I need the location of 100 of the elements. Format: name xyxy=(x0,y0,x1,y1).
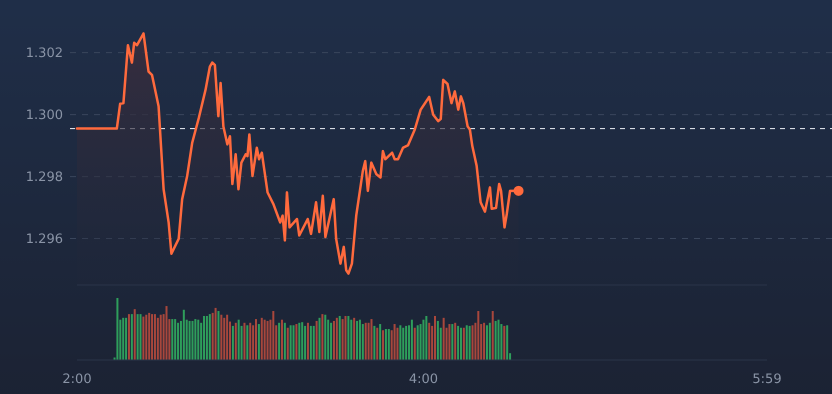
bar xyxy=(356,320,358,360)
bar xyxy=(154,314,156,360)
bar xyxy=(284,322,286,360)
bar xyxy=(177,322,180,360)
bar xyxy=(338,316,341,360)
bar xyxy=(410,320,413,360)
bar xyxy=(506,325,508,360)
bar xyxy=(140,314,142,360)
bar xyxy=(330,322,332,360)
bar xyxy=(151,314,154,360)
bar xyxy=(128,314,130,360)
bar xyxy=(384,329,387,360)
bar xyxy=(457,326,460,360)
bar xyxy=(382,330,384,360)
bar xyxy=(122,318,124,360)
bar xyxy=(402,328,404,360)
bar xyxy=(460,328,462,360)
bar xyxy=(350,320,352,360)
bar xyxy=(353,318,356,360)
bar xyxy=(368,322,370,360)
bar xyxy=(134,309,136,360)
bar xyxy=(272,311,274,360)
bar xyxy=(136,314,139,360)
bar xyxy=(414,328,416,360)
bar xyxy=(171,319,174,360)
bar xyxy=(243,322,246,360)
bar xyxy=(306,322,309,360)
bar xyxy=(422,320,424,360)
bar xyxy=(373,326,376,360)
bar xyxy=(304,326,306,360)
bar xyxy=(116,298,118,360)
bar xyxy=(324,314,326,360)
bar xyxy=(425,316,428,360)
bar xyxy=(188,320,191,360)
bar xyxy=(347,316,350,360)
bar xyxy=(160,314,162,360)
bar xyxy=(194,319,196,360)
bar xyxy=(298,322,300,360)
x-tick-label: 5:59 xyxy=(752,372,782,387)
bar xyxy=(191,320,194,360)
bar xyxy=(466,325,468,360)
y-tick-label: 1.302 xyxy=(26,46,63,62)
bar xyxy=(174,319,176,360)
bar xyxy=(486,325,488,360)
bar xyxy=(451,324,454,360)
bar xyxy=(364,322,367,360)
bar xyxy=(396,328,398,360)
bar xyxy=(388,329,390,360)
bar xyxy=(208,314,211,360)
bar xyxy=(394,324,396,360)
bar xyxy=(220,314,222,360)
bar xyxy=(477,311,480,360)
bar xyxy=(436,320,439,360)
bar xyxy=(448,324,450,360)
bar xyxy=(454,322,456,360)
bar xyxy=(399,325,402,360)
bar xyxy=(442,318,445,360)
bar xyxy=(483,322,486,360)
bar xyxy=(290,325,292,360)
bar xyxy=(260,318,263,360)
y-tick-label: 1.298 xyxy=(26,170,63,186)
bar xyxy=(358,320,361,360)
bar xyxy=(321,314,324,360)
bar xyxy=(156,318,159,360)
bar xyxy=(166,306,168,360)
bar xyxy=(238,320,240,360)
bar xyxy=(125,318,128,360)
bar xyxy=(266,320,269,360)
bar xyxy=(254,319,257,360)
bar xyxy=(336,318,338,360)
y-tick-label: 1.300 xyxy=(26,108,63,124)
bar xyxy=(182,310,185,360)
bar xyxy=(405,326,408,360)
bar xyxy=(316,320,318,360)
bar xyxy=(264,320,266,360)
bar xyxy=(434,316,436,360)
bar xyxy=(379,324,382,360)
bar xyxy=(310,326,312,360)
bar xyxy=(223,318,226,360)
bar xyxy=(258,324,260,360)
x-tick-label: 2:00 xyxy=(62,372,92,387)
bar xyxy=(295,324,298,360)
bar xyxy=(278,322,280,360)
bar xyxy=(234,322,237,360)
bar xyxy=(203,316,206,360)
bar xyxy=(318,318,321,360)
bar xyxy=(226,314,228,360)
bar xyxy=(428,322,430,360)
bar xyxy=(462,328,465,360)
bar xyxy=(142,316,144,360)
bar xyxy=(416,325,419,360)
bar xyxy=(145,314,148,360)
bar xyxy=(197,320,200,360)
bar xyxy=(217,311,220,360)
bar xyxy=(488,322,491,360)
bar xyxy=(312,326,315,360)
bar xyxy=(246,325,248,360)
y-tick-label: 1.296 xyxy=(26,232,63,248)
bar xyxy=(332,320,335,360)
bar xyxy=(249,322,252,360)
